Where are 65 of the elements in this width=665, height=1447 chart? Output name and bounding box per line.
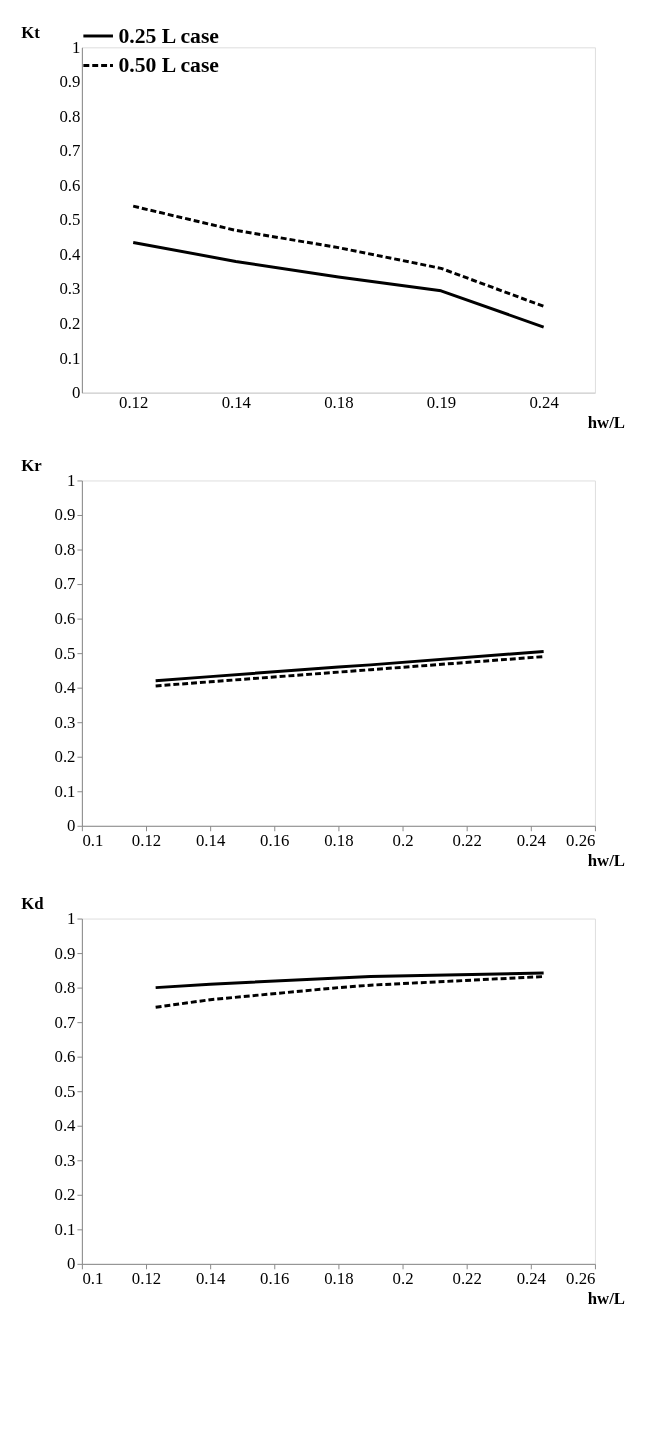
x-tick-label: 0.14 [221,392,252,412]
x-tick-label: 0.19 [426,392,457,412]
x-axis-title: hw/L [587,412,626,432]
x-tick-label: 0.26 [566,1269,596,1289]
y-tick-label: 0.5 [54,643,76,663]
y-tick-label: 0.9 [54,505,76,525]
y-tick-label: 0 [67,1254,76,1274]
x-tick-label: 0.22 [452,1269,482,1289]
y-tick-label: 0.2 [54,1185,76,1205]
x-tick-label: 0.16 [260,1269,290,1289]
legend-label: 0.25 L case [118,23,220,48]
x-tick-label: 0.12 [131,831,162,851]
y-tick-label: 0.3 [54,712,76,732]
y-tick-label: 0.4 [59,244,82,264]
y-tick-label: 1 [67,470,76,490]
x-tick-label: 0.18 [324,392,354,412]
y-axis-title: Kt [21,22,41,42]
x-tick-label: 0.18 [324,831,354,851]
x-tick-label: 0.22 [452,831,482,851]
legend-label: 0.50 L case [118,53,220,78]
y-tick-label: 0.2 [54,747,76,767]
x-tick-label: 0.2 [392,1269,414,1289]
y-tick-label: 0.1 [54,781,76,801]
y-tick-label: 0 [67,816,76,836]
y-tick-label: 0.5 [59,210,81,230]
y-tick-label: 0.5 [54,1081,76,1101]
y-tick-label: 1 [67,908,76,928]
x-tick-label: 0.24 [516,1269,547,1289]
y-tick-label: 0.6 [54,1047,76,1067]
line-series [131,240,546,329]
y-tick-label: 0.2 [59,314,81,334]
x-tick-label: 0.14 [195,831,226,851]
x-tick-label: 0.24 [516,831,547,851]
x-tick-label: 0.14 [195,1269,226,1289]
x-tick-label: 0.2 [392,831,414,851]
x-tick-label: 0.12 [131,1269,162,1289]
y-tick-label: 0.9 [59,72,81,92]
x-axis-title: hw/L [587,1288,626,1308]
x-tick-label: 0.24 [529,392,560,412]
x-tick-label: 0.18 [324,1269,354,1289]
y-tick-label: 0.1 [54,1219,76,1239]
y-tick-label: 0.7 [59,141,81,161]
y-tick-label: 0.9 [54,943,76,963]
y-tick-label: 0.7 [54,1012,76,1032]
y-tick-label: 0.8 [59,106,81,126]
x-tick-label: 0.26 [566,831,596,851]
y-tick-label: 1 [72,37,81,57]
x-tick-label: 0.12 [119,392,149,412]
y-tick-label: 0 [72,383,81,403]
y-tick-label: 0.3 [54,1150,76,1170]
y-tick-label: 0.3 [59,279,81,299]
y-tick-label: 0.4 [54,1116,77,1136]
y-tick-label: 0.4 [54,678,77,698]
line-series [131,204,546,308]
y-tick-label: 0.6 [59,175,81,195]
x-tick-label: 0.16 [260,831,290,851]
y-tick-label: 0.7 [54,574,76,594]
y-tick-label: 0.8 [54,539,76,559]
y-axis-title: Kd [21,894,45,914]
y-tick-label: 0.6 [54,609,76,629]
y-tick-label: 0.8 [54,978,76,998]
y-axis-title: Kr [21,456,43,476]
y-tick-label: 0.1 [59,348,81,368]
x-axis-title: hw/L [587,850,626,870]
line-series [154,649,546,683]
